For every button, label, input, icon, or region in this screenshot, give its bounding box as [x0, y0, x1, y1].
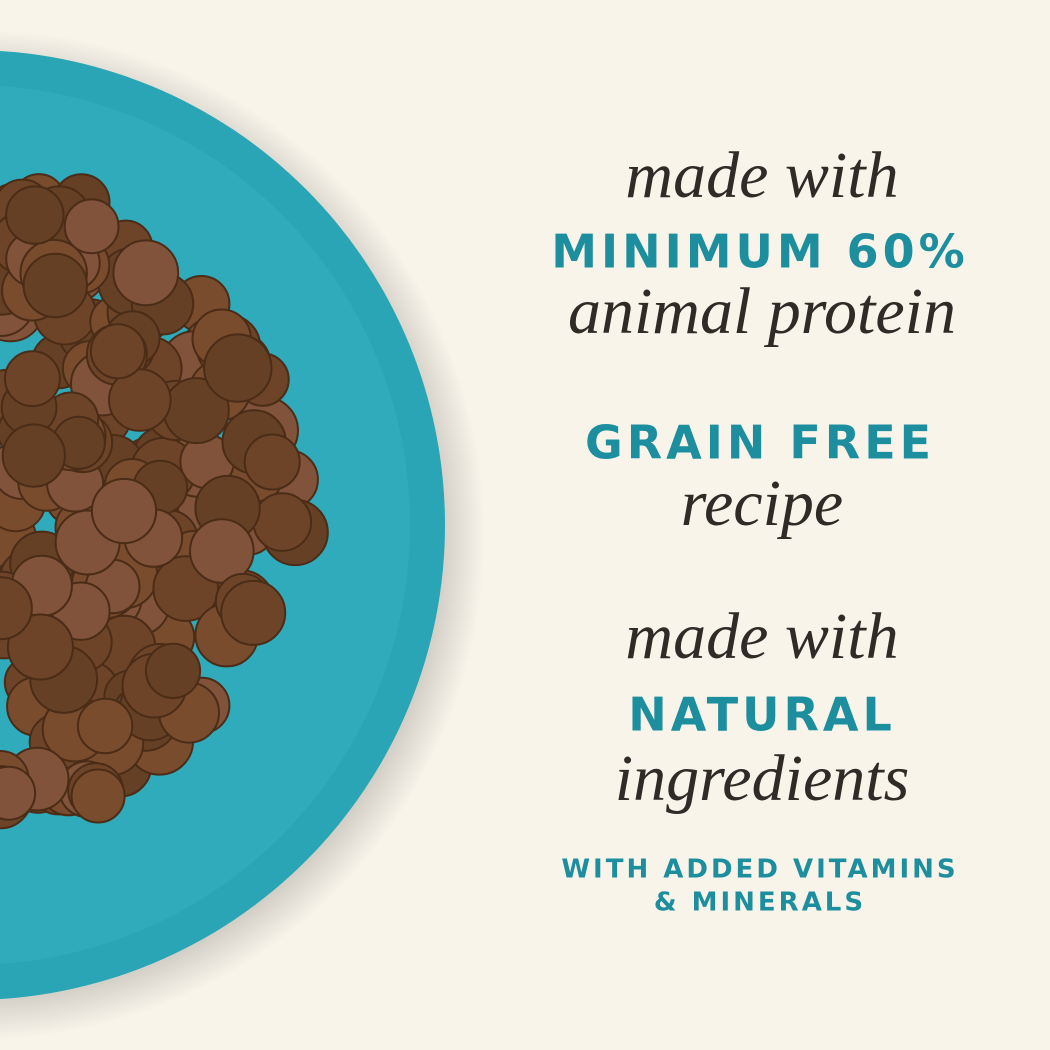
claim-highlight: NATURAL	[628, 688, 896, 742]
claim-text: ingredients	[615, 742, 910, 815]
kibble	[144, 642, 202, 700]
kibble	[203, 333, 273, 403]
kibble	[4, 350, 61, 408]
claim-text: made with	[625, 600, 898, 673]
kibble	[220, 579, 287, 646]
kibble	[22, 252, 88, 319]
kibble	[243, 433, 301, 491]
claim-text: animal protein	[568, 275, 956, 348]
kibble	[76, 697, 134, 755]
kibble	[0, 765, 37, 821]
kibble	[89, 323, 146, 380]
kibble	[6, 613, 74, 681]
kibble	[90, 477, 158, 545]
kibble-pile	[0, 173, 329, 830]
note-text: & MINERALS	[654, 888, 866, 918]
kibble	[112, 239, 180, 307]
kibble	[0, 576, 33, 641]
kibble	[63, 198, 120, 255]
kibble	[108, 368, 172, 432]
kibble	[252, 492, 313, 552]
kibble	[5, 185, 65, 245]
note-text: WITH ADDED VITAMINS	[561, 855, 958, 885]
kibble	[1, 423, 66, 488]
claim-highlight: MINIMUM 60%	[551, 225, 969, 279]
claim-highlight: GRAIN FREE	[585, 416, 935, 470]
claim-text: made with	[625, 139, 898, 212]
kibble	[70, 768, 126, 824]
claim-text: recipe	[681, 467, 843, 540]
